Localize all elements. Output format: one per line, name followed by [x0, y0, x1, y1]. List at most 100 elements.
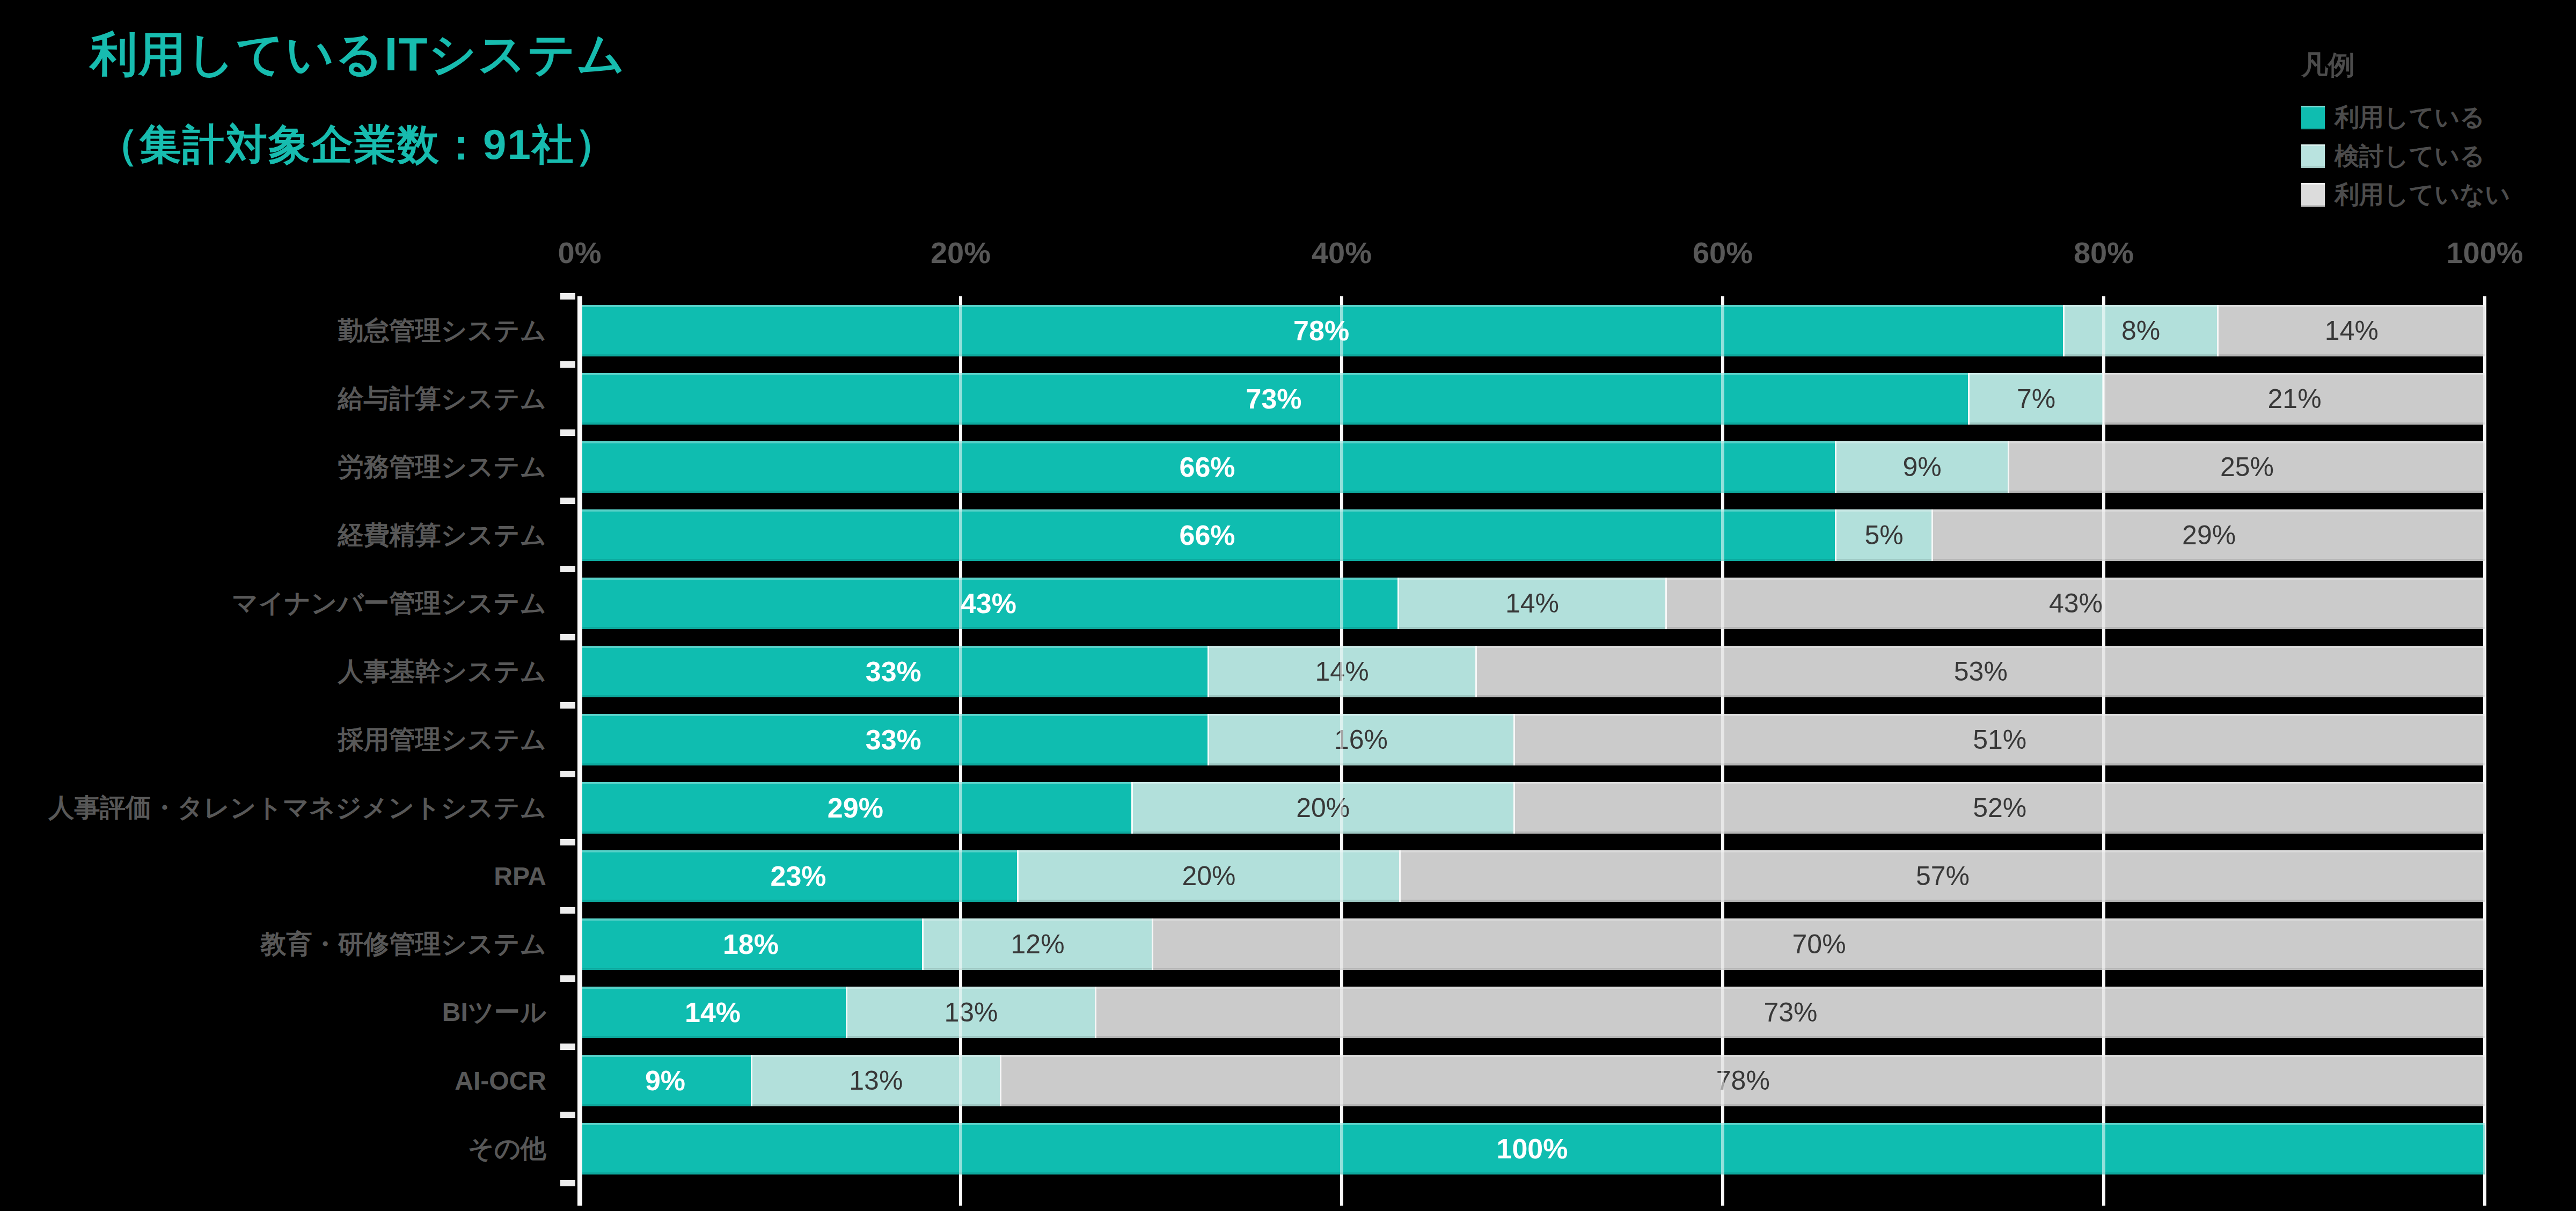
value-label: 8% — [2121, 315, 2160, 346]
bar-segment-considering: 9% — [1835, 441, 2008, 493]
stacked-bar: 33%14%53% — [580, 646, 2485, 697]
category-labels: 勤怠管理システム給与計算システム労務管理システム経費精算システムマイナンバー管理… — [0, 296, 560, 1183]
legend-item-2: 利用していない — [2301, 176, 2510, 214]
bar-segment-not-using: 57% — [1399, 850, 2485, 902]
bar-segment-using: 43% — [580, 578, 1397, 629]
value-label: 73% — [1763, 997, 1817, 1028]
bar-segment-not-using: 53% — [1475, 646, 2485, 697]
category-label: 採用管理システム — [0, 705, 560, 774]
bar-segment-using: 18% — [580, 918, 922, 970]
axis-tick — [560, 566, 575, 572]
category-label: 給与計算システム — [0, 364, 560, 433]
bar-segment-considering: 12% — [922, 918, 1152, 970]
bar-segment-using: 66% — [580, 509, 1835, 561]
bar-segment-not-using: 43% — [1665, 578, 2485, 629]
axis-tick — [560, 702, 575, 709]
axis-tick — [560, 907, 575, 914]
legend-item-label: 検討している — [2334, 140, 2485, 173]
bar-row: 73% 7% 21% — [580, 364, 2485, 433]
gridline-overlay — [2483, 296, 2486, 1206]
value-label: 33% — [866, 655, 921, 688]
stacked-bar: 33% 16%51% — [580, 714, 2485, 765]
value-label: 66% — [1179, 519, 1235, 551]
value-label: 7% — [2017, 383, 2055, 414]
value-label: 23% — [771, 860, 826, 892]
value-label: 14% — [685, 996, 741, 1028]
value-label: 13% — [849, 1065, 903, 1096]
legend-item-label: 利用している — [2334, 101, 2485, 134]
bar-row: 23% 20% 57% — [580, 842, 2485, 910]
value-label: 20% — [1182, 860, 1235, 892]
bar-segment-using: 23% — [580, 850, 1017, 902]
category-label: 勤怠管理システム — [0, 296, 560, 364]
bar-segment-not-using: 73% — [1095, 987, 2485, 1038]
value-label: 9% — [1902, 451, 1941, 483]
value-label: 100% — [1497, 1133, 1568, 1165]
legend-item-label: 利用していない — [2334, 178, 2510, 211]
value-label: 43% — [2049, 588, 2103, 619]
bar-row: 14%13%73% — [580, 979, 2485, 1047]
bar-segment-using: 66% — [580, 441, 1835, 493]
axis-tick — [560, 839, 575, 845]
value-label: 9% — [645, 1064, 685, 1097]
stacked-bar: 14%13%73% — [580, 987, 2485, 1038]
value-label: 18% — [723, 928, 779, 960]
bar-segment-not-using: 29% — [1931, 509, 2485, 561]
bar-row: 33% 16%51% — [580, 705, 2485, 774]
value-label: 12% — [1011, 929, 1065, 960]
x-axis-tick-label: 60% — [1615, 235, 1830, 270]
bar-segment-not-using: 14% — [2217, 305, 2485, 356]
bar-row: 43%14%43% — [580, 569, 2485, 637]
bar-segment-using: 73% — [580, 373, 1968, 425]
axis-tick — [560, 293, 575, 300]
value-label: 29% — [2182, 520, 2236, 551]
stacked-bar: 9%13%78% — [580, 1055, 2485, 1106]
stacked-bar: 29%20%52% — [580, 782, 2485, 834]
axis-tick — [560, 975, 575, 982]
value-label: 66% — [1179, 451, 1235, 483]
bar-segment-using: 33% — [580, 646, 1208, 697]
axis-tick — [560, 429, 575, 436]
bar-row: 18% 12% 70% — [580, 910, 2485, 979]
axis-tick — [560, 498, 575, 504]
value-label: 33% — [866, 724, 921, 756]
bar-segment-not-using: 21% — [2103, 373, 2485, 425]
bar-segment-considering: 5% — [1835, 509, 1931, 561]
legend-items: 利用している検討している利用していない — [2301, 98, 2510, 214]
legend: 凡例 利用している検討している利用していない — [2301, 47, 2510, 214]
category-label: 人事評価・タレントマネジメントシステム — [0, 774, 560, 842]
stacked-bar: 66% 5% 29% — [580, 509, 2485, 561]
category-label: マイナンバー管理システム — [0, 569, 560, 637]
bar-segment-using: 100% — [580, 1123, 2485, 1174]
axis-tick — [560, 771, 575, 777]
bar-segment-not-using: 70% — [1152, 918, 2485, 970]
bar-segment-considering: 14% — [1397, 578, 1665, 629]
bar-row: 100% — [580, 1115, 2485, 1183]
legend-title: 凡例 — [2301, 47, 2510, 83]
chart-subtitle: （集計対象企業数：91社） — [97, 117, 618, 173]
axis-tick — [560, 361, 575, 368]
bar-segment-considering: 16% — [1208, 714, 1513, 765]
bar-segment-using: 78% — [580, 305, 2063, 356]
bar-row: 66% 5% 29% — [580, 501, 2485, 569]
bar-rows: 78%8%14%73%7%21%66%9%25%66%5%29%43%14%43… — [580, 296, 2485, 1183]
bar-segment-considering: 7% — [1968, 373, 2103, 425]
axis-tick — [560, 634, 575, 640]
plot-area: 78%8%14%73%7%21%66%9%25%66%5%29%43%14%43… — [580, 296, 2485, 1183]
value-label: 53% — [1954, 656, 2008, 687]
axis-tick — [560, 1044, 575, 1050]
category-label: AI-OCR — [0, 1047, 560, 1115]
bar-segment-not-using: 51% — [1513, 714, 2485, 765]
bar-segment-not-using: 52% — [1513, 782, 2485, 834]
x-axis-tick-label: 80% — [1996, 235, 2211, 270]
bar-segment-using: 9% — [580, 1055, 751, 1106]
gridline-overlay — [2102, 296, 2105, 1206]
value-label: 14% — [2325, 315, 2379, 346]
value-label: 57% — [1916, 860, 1970, 892]
value-label: 73% — [1246, 383, 1302, 415]
stacked-bar: 66%9%25% — [580, 441, 2485, 493]
bar-row: 29%20%52% — [580, 774, 2485, 842]
bar-segment-using: 29% — [580, 782, 1131, 834]
stacked-bar: 23% 20% 57% — [580, 850, 2485, 902]
legend-swatch-icon — [2301, 106, 2325, 129]
